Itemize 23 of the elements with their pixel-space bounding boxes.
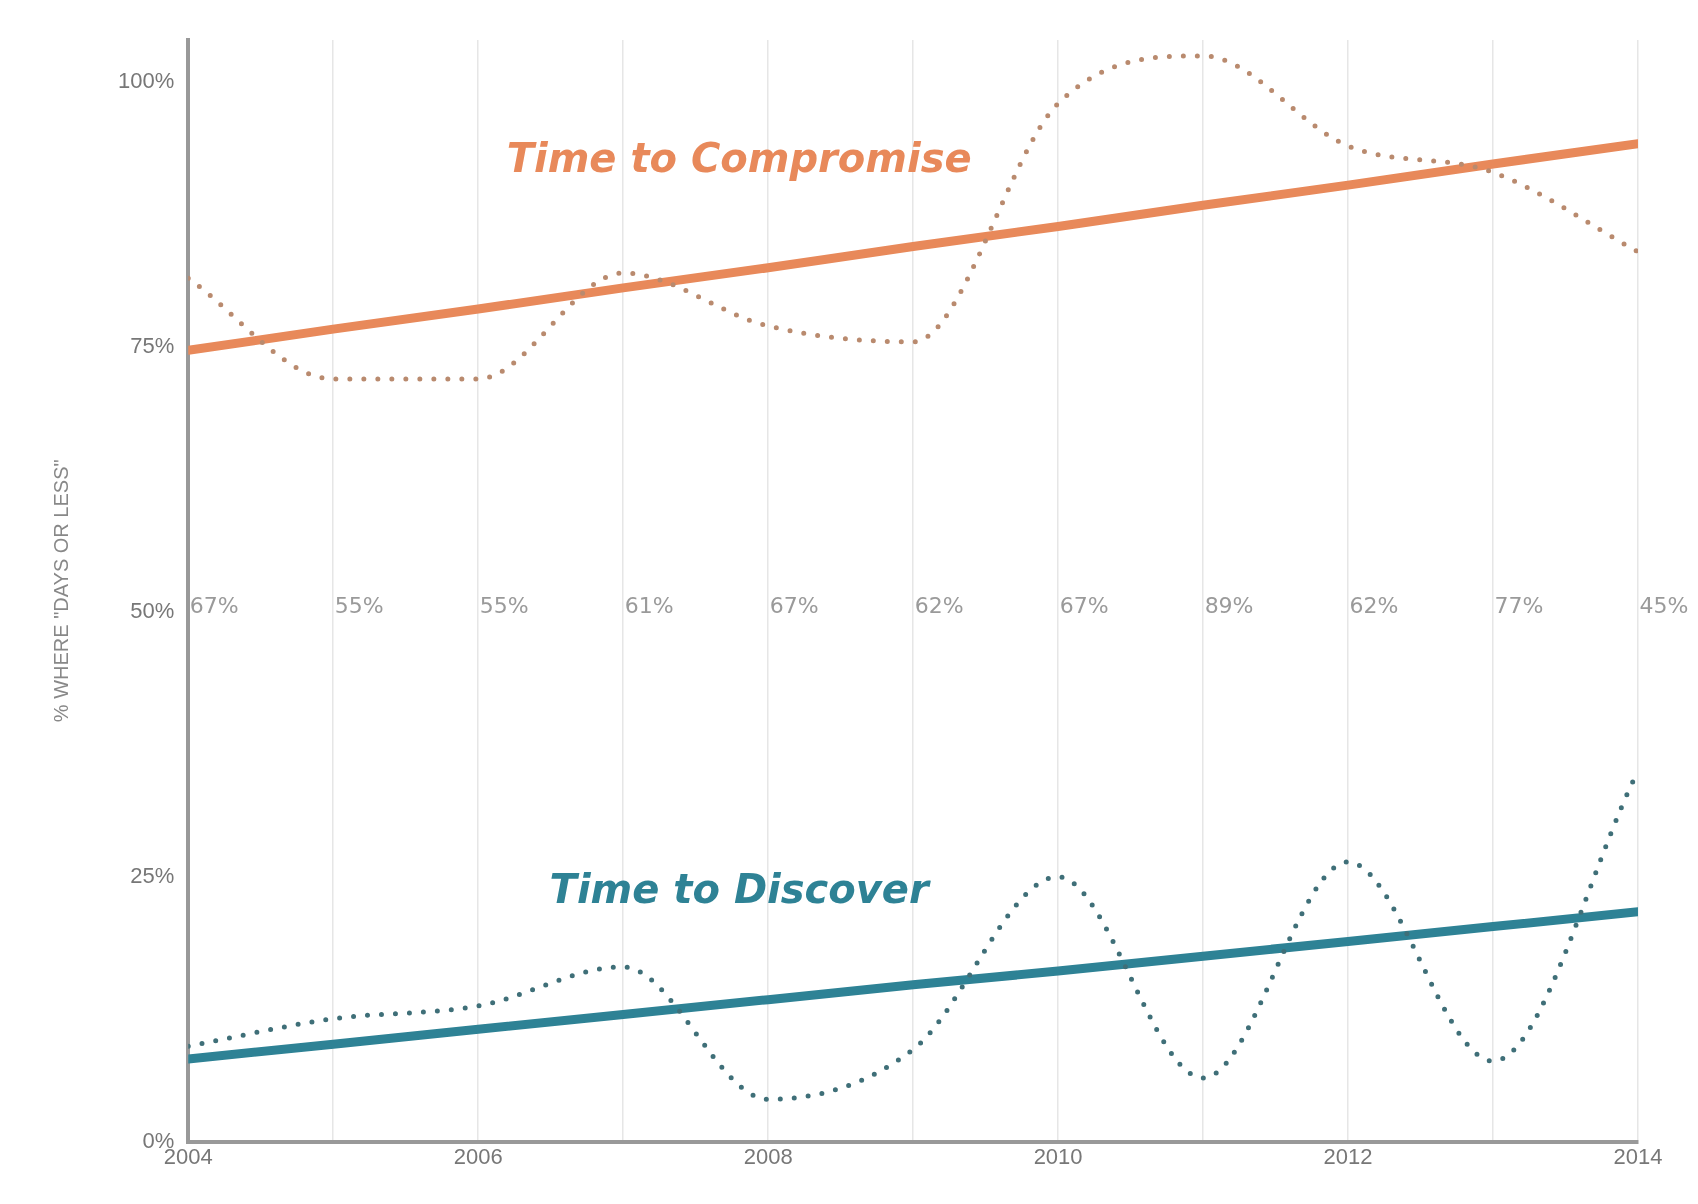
y-tick-label: 75% bbox=[130, 333, 175, 359]
annotation: 62% bbox=[1349, 592, 1399, 618]
series-label: Time to Discover bbox=[549, 866, 931, 913]
y-tick-label: 25% bbox=[130, 862, 175, 888]
x-tick-label: 2008 bbox=[743, 1143, 793, 1169]
annotation: 67% bbox=[189, 592, 239, 618]
annotation: 89% bbox=[1204, 592, 1254, 618]
annotation: 62% bbox=[914, 592, 964, 618]
y-axis-title: % WHERE "DAYS OR LESS" bbox=[49, 459, 72, 723]
annotation: 55% bbox=[334, 592, 384, 618]
annotation: 55% bbox=[479, 592, 529, 618]
annotation: 77% bbox=[1494, 592, 1544, 618]
x-tick-label: 2012 bbox=[1323, 1143, 1373, 1169]
text: 45% bbox=[1639, 592, 1689, 618]
annotation: 67% bbox=[769, 592, 819, 618]
annotation: 61% bbox=[624, 592, 674, 618]
x-tick-label: 2014 bbox=[1613, 1143, 1663, 1169]
y-tick-label: 100% bbox=[117, 68, 175, 94]
x-tick-label: 2006 bbox=[453, 1143, 503, 1169]
annotation: 67% bbox=[1059, 592, 1109, 618]
y-tick-label: 50% bbox=[130, 598, 175, 624]
series-label: Time to Compromise bbox=[506, 135, 972, 182]
x-tick-label: 2010 bbox=[1033, 1143, 1083, 1169]
